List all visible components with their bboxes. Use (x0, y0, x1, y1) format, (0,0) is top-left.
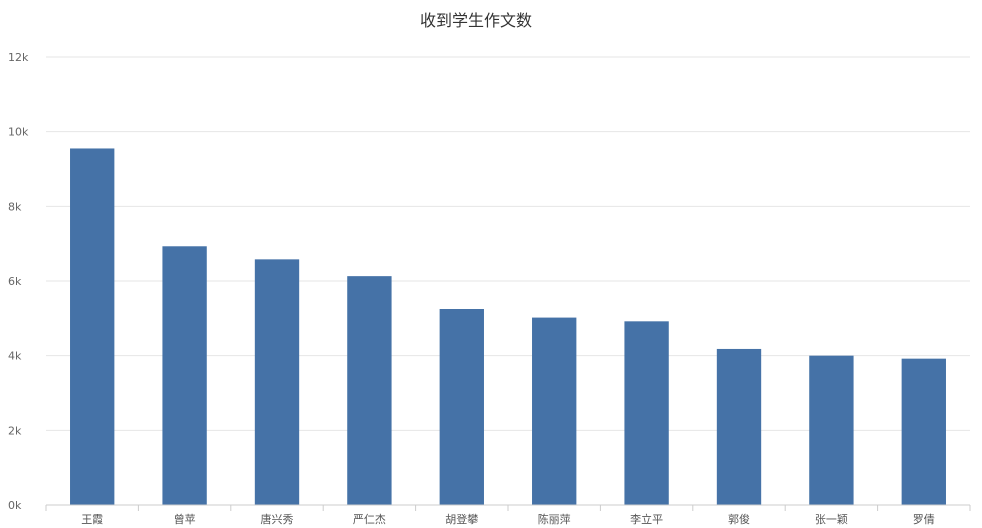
x-category-label: 陈丽萍 (538, 512, 571, 526)
bar (162, 246, 207, 505)
x-category-label: 郭俊 (728, 512, 750, 526)
y-tick-label: 8k (8, 200, 22, 213)
y-tick-label: 4k (8, 350, 22, 363)
x-category-label: 李立平 (630, 512, 663, 526)
bar (254, 259, 300, 505)
chart-title: 收到学生作文数 (420, 11, 532, 30)
bar (439, 309, 484, 505)
bar (624, 321, 669, 505)
x-axis (45, 504, 971, 511)
x-category-label: 王霞 (81, 513, 103, 526)
y-axis-tick-labels: 0k 2k 4k 6k 8k 10k 12k (8, 51, 29, 512)
y-tick-label: 0k (8, 499, 22, 512)
x-category-label: 胡登攀 (445, 512, 478, 526)
bar (809, 355, 854, 505)
bar (532, 317, 577, 505)
x-axis-category-labels: 王霞 曾苹 唐兴秀 严仁杰 胡登攀 陈丽萍 李立平 郭俊 张一颖 罗倩 (81, 512, 935, 526)
x-category-label: 严仁杰 (353, 513, 386, 526)
bar (716, 348, 762, 505)
y-tick-label: 10k (8, 126, 29, 139)
x-category-label: 曾苹 (174, 512, 196, 526)
bar (347, 276, 392, 505)
x-category-label: 张一颖 (815, 513, 848, 526)
bars (70, 148, 946, 505)
y-tick-label: 12k (8, 51, 29, 64)
x-category-label: 罗倩 (913, 513, 935, 526)
bar (70, 148, 115, 505)
x-category-label: 唐兴秀 (261, 512, 294, 526)
y-tick-label: 6k (8, 275, 22, 288)
bar (901, 358, 946, 505)
y-tick-label: 2k (8, 424, 22, 437)
